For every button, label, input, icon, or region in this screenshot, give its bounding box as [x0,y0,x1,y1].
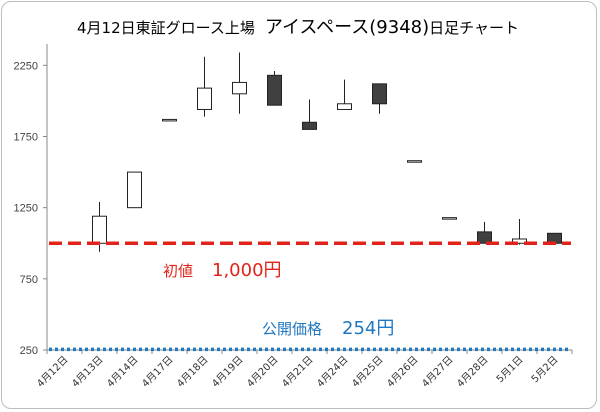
x-tick-label: 4月19日 [209,354,245,390]
candle-body [232,81,247,95]
candle [127,171,142,209]
candle-body [442,217,457,220]
x-tick-label: 4月20日 [244,354,280,390]
ipo-price-value: 1,000円 [212,260,282,281]
candle-body [127,171,142,209]
candle [512,219,527,245]
candle [302,99,317,130]
ipo-price-label: 初値 [163,262,193,280]
x-tick-label: 4月25日 [349,354,385,390]
candle [197,56,212,117]
x-tick-label: 4月14日 [104,354,140,390]
candle [162,118,177,122]
x-tick-label: 4月21日 [279,354,315,390]
x-tick-label: 4月13日 [69,354,105,390]
title-prefix: 4月12日東証グロース上場 [76,19,255,37]
title-suffix: 日足チャート [429,19,519,37]
candle [477,221,492,244]
x-tick-label: 4月26日 [384,354,420,390]
annotations: 初値 1,000円 公開価格 254円 [163,260,394,339]
candle [337,79,352,110]
reference-lines [49,241,571,352]
candle-body [197,87,212,110]
candle-body [162,118,177,122]
x-tick-label: 4月12日 [34,354,70,390]
candle-body [302,121,317,130]
candle [442,217,457,220]
candle-body [267,74,282,106]
x-tick-label: 4月28日 [454,354,490,390]
x-tick-label: 4月24日 [314,354,350,390]
x-tick-label: 4月18日 [174,354,210,390]
candle [267,71,282,106]
offer-price-value: 254円 [342,318,394,339]
candle-body [372,83,387,105]
candle [372,83,387,114]
candle-body [92,215,107,244]
candles [92,52,562,252]
x-tick-label: 5月1日 [494,354,526,386]
y-tick-label: 750 [20,274,38,286]
y-tick-label: 250 [20,345,38,357]
x-tick-label: 4月17日 [139,354,175,390]
candle-body [512,238,527,244]
offer-price-label: 公開価格 [262,320,322,338]
chart-title: 4月12日東証グロース上場 アイスペース(9348)日足チャート [0,13,596,39]
x-tick-label: 4月27日 [419,354,455,390]
candle [232,52,247,114]
candle-body [477,231,492,244]
x-tick-label: 5月2日 [529,354,561,386]
y-tick-label: 1250 [14,203,38,215]
candle [407,160,422,163]
y-tick-label: 2250 [14,60,38,72]
candle-body [337,103,352,110]
candle-body [407,160,422,163]
title-company: アイスペース(9348) [264,17,430,38]
y-tick-label: 1750 [14,132,38,144]
